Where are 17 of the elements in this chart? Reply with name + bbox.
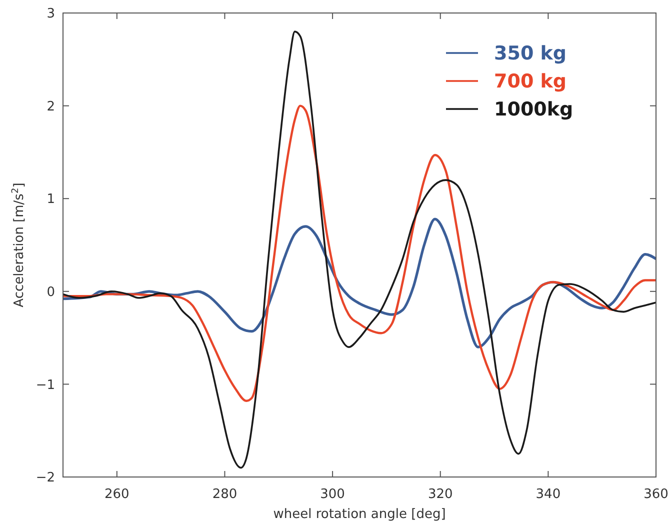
- x-axis-title: wheel rotation angle [deg]: [273, 507, 446, 522]
- x-tick-label: 280: [212, 487, 238, 502]
- y-tick-label: 1: [46, 192, 55, 208]
- y-tick-label: 2: [46, 99, 55, 114]
- y-tick-label: 3: [46, 6, 55, 22]
- y-tick-label: −2: [36, 470, 55, 486]
- x-tick-label: 340: [536, 487, 561, 502]
- x-tick-label: 300: [320, 487, 345, 502]
- y-tick-label: −1: [36, 378, 55, 393]
- y-tick-label: 0: [46, 284, 55, 300]
- legend-label: 700 kg: [494, 70, 567, 93]
- legend-label: 1000kg: [494, 98, 574, 121]
- x-tick-label: 360: [644, 487, 668, 502]
- line-series: [62, 30, 657, 469]
- x-tick-label: 260: [104, 487, 130, 502]
- legend-label: 350 kg: [494, 42, 567, 65]
- x-tick-label: 320: [428, 487, 453, 502]
